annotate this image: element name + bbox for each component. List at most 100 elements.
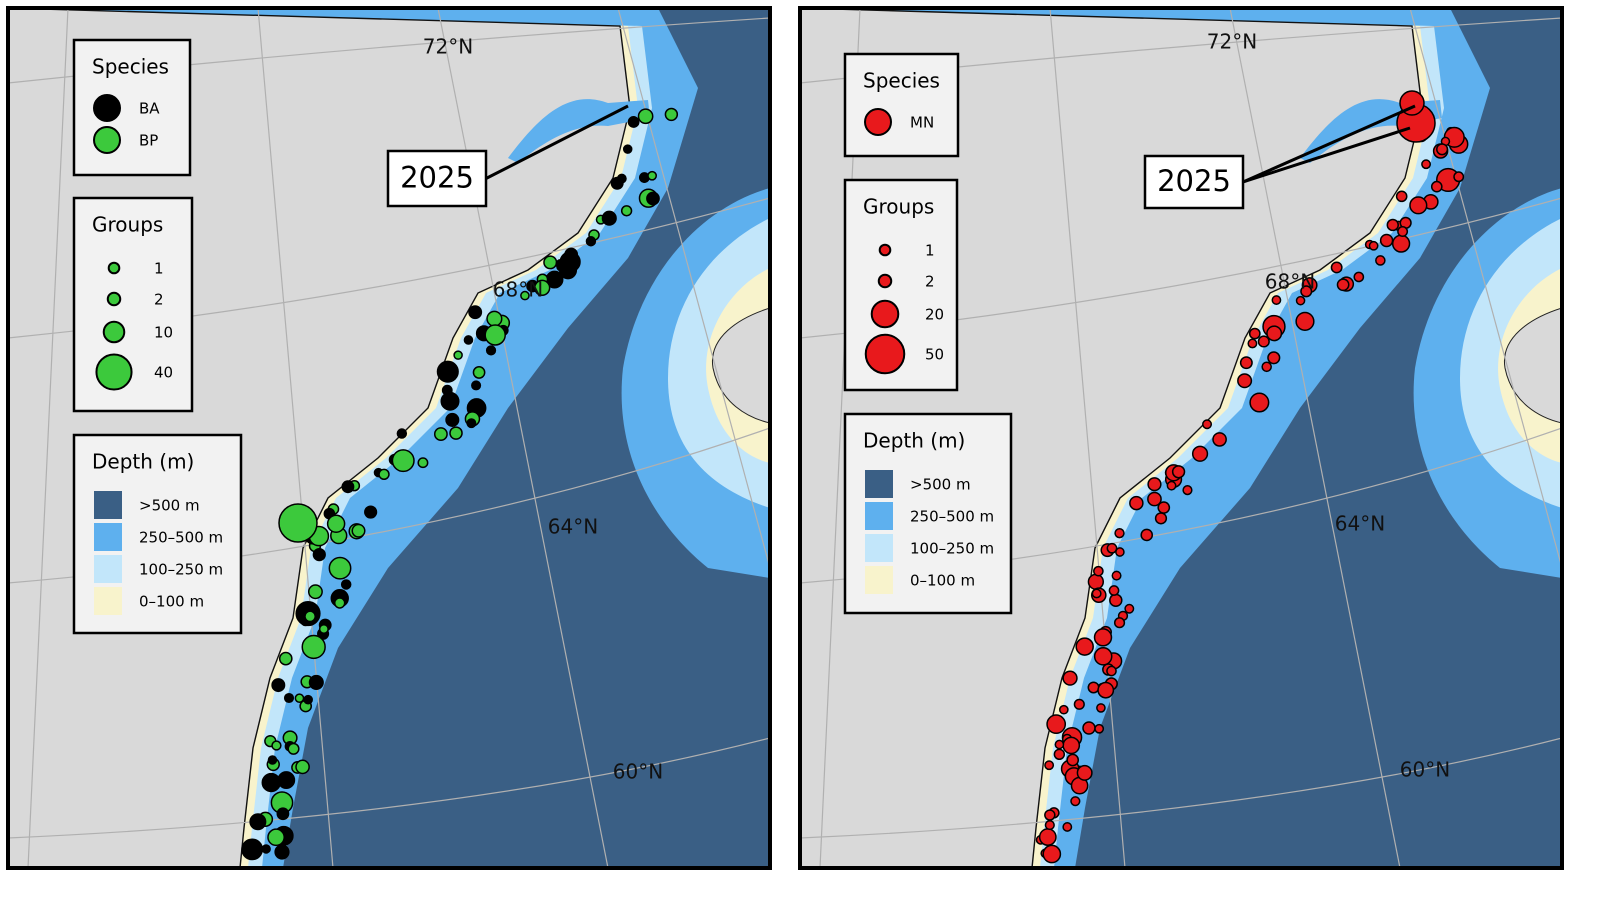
legend-title: Depth (m) [863, 429, 965, 453]
sighting [1097, 681, 1115, 699]
sighting [267, 755, 278, 765]
graticule [617, 8, 770, 569]
sighting [378, 468, 390, 481]
sighting [484, 324, 506, 346]
latitude-label: 68°N [493, 278, 543, 302]
sighting [1053, 748, 1066, 760]
sighting [601, 210, 617, 226]
sighting [1261, 361, 1272, 373]
annotation-text: 2025 [400, 161, 474, 195]
sighting [1336, 278, 1350, 292]
legend-label: 40 [154, 364, 173, 382]
sighting [468, 305, 483, 320]
legend-title: Species [92, 55, 169, 79]
sighting [1266, 325, 1283, 342]
sighting [364, 505, 378, 519]
legend-swatch [94, 587, 122, 615]
groups-legend [72, 196, 194, 413]
sighting [664, 107, 679, 122]
sighting [1212, 432, 1227, 447]
legend-swatch [94, 523, 122, 551]
iceland [1504, 307, 1562, 424]
legend-label: BP [139, 132, 158, 150]
sighting [1109, 593, 1123, 608]
sighting [520, 290, 530, 301]
sighting [1391, 234, 1411, 253]
legend-title: Species [863, 69, 940, 93]
legend-label: 2 [154, 291, 164, 309]
legend-swatch [865, 470, 893, 498]
sighting [1044, 819, 1055, 831]
graticule [27, 8, 69, 868]
sighting [318, 624, 329, 635]
sighting [417, 457, 429, 469]
sighting [261, 772, 281, 793]
legend-label: 1 [154, 260, 164, 278]
annotation-leader [485, 104, 629, 180]
sighting [463, 335, 474, 345]
sighting [307, 584, 323, 600]
sighting [1140, 528, 1154, 542]
sighting [1108, 585, 1120, 596]
sighting [1087, 573, 1105, 590]
legend-label: 100–250 m [139, 561, 223, 579]
sighting [1066, 753, 1080, 767]
sighting [585, 236, 597, 247]
legend-size [870, 299, 900, 329]
sighting [1087, 681, 1100, 694]
sighting [1129, 495, 1144, 511]
sighting [449, 426, 463, 440]
sighting [1395, 190, 1408, 203]
sighting [1054, 739, 1065, 750]
sighting [1271, 295, 1282, 305]
legend-label: 50 [925, 346, 944, 364]
sighting [533, 279, 551, 297]
sighting [271, 740, 282, 751]
sighting [1154, 512, 1168, 525]
graticule [800, 737, 1562, 839]
sighting [441, 384, 453, 396]
sighting [1113, 617, 1126, 629]
sighting [543, 255, 558, 270]
sighting [391, 449, 415, 473]
legend-label: 0–100 m [139, 593, 204, 611]
sighting [1042, 844, 1062, 864]
sighting [1147, 491, 1162, 507]
sighting [1046, 714, 1067, 735]
sighting [1249, 392, 1270, 413]
sighting [1093, 628, 1113, 647]
sighting [1239, 356, 1253, 370]
legend-title: Depth (m) [92, 450, 194, 474]
sighting [485, 345, 497, 356]
sighting [1093, 647, 1113, 666]
legend-size [864, 333, 906, 375]
latitude-label: 72°N [1207, 30, 1257, 54]
sighting [1191, 445, 1209, 462]
sighting [647, 170, 657, 181]
legend-label: 250–500 m [139, 529, 223, 547]
annotation-leader [1242, 104, 1416, 184]
legend-size [877, 273, 893, 289]
sighting [1171, 465, 1186, 479]
sighting [303, 694, 313, 705]
sighting [1093, 565, 1104, 577]
latitude-label: 68°N [1265, 270, 1315, 294]
annotation-text: 2025 [1157, 164, 1231, 198]
legend-swatch [93, 126, 121, 154]
latitude-label: 72°N [423, 35, 473, 59]
latitude-label: 64°N [548, 515, 598, 539]
sighting [1062, 736, 1081, 755]
legend-label: 10 [154, 324, 173, 342]
sighting [1096, 703, 1106, 713]
panel-border [798, 6, 1564, 870]
map-panel: 72°N 68°N 64°N 60°N 2025 Species MN Groups 1 2 20 5… [798, 6, 1564, 870]
sighting [351, 523, 366, 538]
sighting [472, 366, 486, 379]
sighting [301, 634, 326, 660]
sighting [294, 693, 305, 704]
legend-size [95, 353, 133, 391]
sighting [1237, 373, 1253, 389]
sighting [304, 610, 317, 623]
sighting [1106, 665, 1117, 677]
